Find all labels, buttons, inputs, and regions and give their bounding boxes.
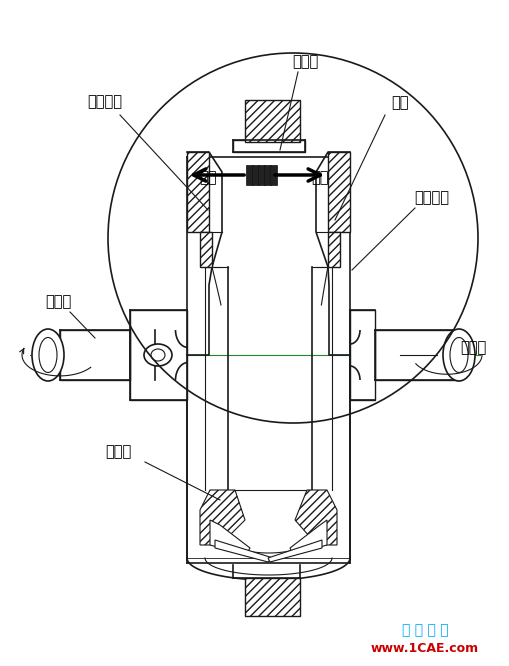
Bar xyxy=(60,330,130,380)
Text: 高速: 高速 xyxy=(311,170,329,186)
Bar xyxy=(233,140,305,152)
Bar xyxy=(328,152,350,232)
Text: 锥轮: 锥轮 xyxy=(391,95,409,111)
Bar xyxy=(270,165,277,185)
Bar xyxy=(375,330,460,380)
Bar xyxy=(258,165,265,185)
Text: 加压盘: 加压盘 xyxy=(105,444,131,460)
Bar xyxy=(328,232,340,267)
Ellipse shape xyxy=(144,344,172,366)
Ellipse shape xyxy=(443,329,475,381)
Ellipse shape xyxy=(32,329,64,381)
Text: 输入圆盘: 输入圆盘 xyxy=(414,190,449,206)
Bar xyxy=(246,165,253,185)
Text: 低速: 低速 xyxy=(199,170,217,186)
Polygon shape xyxy=(268,540,322,562)
Polygon shape xyxy=(200,490,245,545)
Bar xyxy=(264,165,271,185)
Bar xyxy=(350,310,375,400)
Polygon shape xyxy=(295,490,337,545)
Polygon shape xyxy=(210,520,250,555)
Polygon shape xyxy=(215,540,273,562)
Text: 仿 真 在 线: 仿 真 在 线 xyxy=(402,623,448,637)
Text: 输出轴: 输出轴 xyxy=(45,294,71,310)
Text: 输出圆盘: 输出圆盘 xyxy=(88,95,123,109)
Bar xyxy=(252,165,259,185)
Text: www.1CAE.com: www.1CAE.com xyxy=(371,641,479,655)
Bar xyxy=(245,100,300,142)
Text: 调速环: 调速环 xyxy=(292,55,318,69)
Polygon shape xyxy=(290,520,327,555)
Bar xyxy=(245,578,300,616)
Bar xyxy=(187,152,209,232)
Bar xyxy=(200,232,212,267)
Bar xyxy=(130,310,187,400)
Text: 输入轴: 输入轴 xyxy=(460,340,486,356)
